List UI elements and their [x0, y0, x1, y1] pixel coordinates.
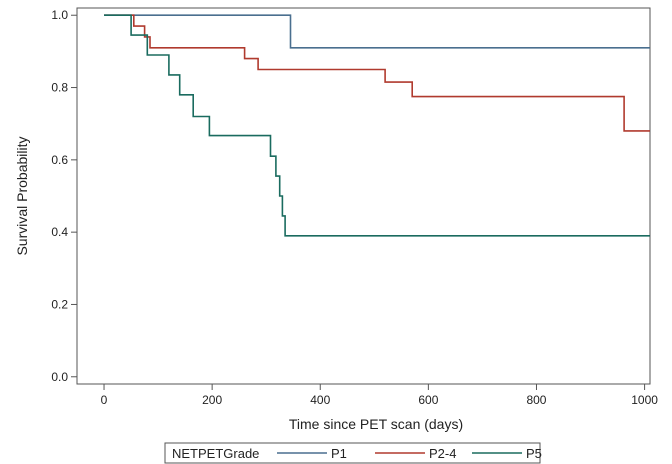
x-axis: 0 200 400 600 800 1000: [101, 384, 658, 407]
y-tick-label: 0.2: [51, 297, 68, 311]
legend-items: P1 P2-4 P5: [277, 446, 542, 461]
legend-title: NETPETGrade: [172, 446, 259, 461]
legend: NETPETGrade P1 P2-4 P5: [164, 442, 542, 464]
y-tick-label: 0.4: [51, 225, 68, 239]
y-tick-label: 1.0: [51, 8, 68, 22]
x-tick-label: 1000: [631, 393, 658, 407]
x-tick-label: 600: [418, 393, 438, 407]
series-line-p1: [104, 14, 650, 49]
legend-box: [164, 442, 541, 464]
y-tick-label: 0.6: [51, 153, 68, 167]
x-tick-label: 400: [310, 393, 330, 407]
x-tick-label: 800: [526, 393, 546, 407]
legend-label: P1: [331, 446, 347, 461]
plot-frame: [76, 7, 651, 385]
series-line-p2-4: [104, 14, 650, 132]
y-tick-label: 0.0: [51, 370, 68, 384]
y-tick-label: 0.8: [51, 81, 68, 95]
x-tick-label: 0: [101, 393, 108, 407]
legend-label: P2-4: [429, 446, 456, 461]
x-tick-label: 200: [202, 393, 222, 407]
legend-label: P5: [526, 446, 542, 461]
series-line-p5: [104, 14, 650, 237]
y-axis-title: Survival Probability: [14, 136, 30, 255]
y-axis: 0.0 0.2 0.4 0.6 0.8 1.0: [51, 8, 77, 384]
series-layer: [104, 14, 650, 237]
x-axis-title: Time since PET scan (days): [289, 416, 463, 432]
